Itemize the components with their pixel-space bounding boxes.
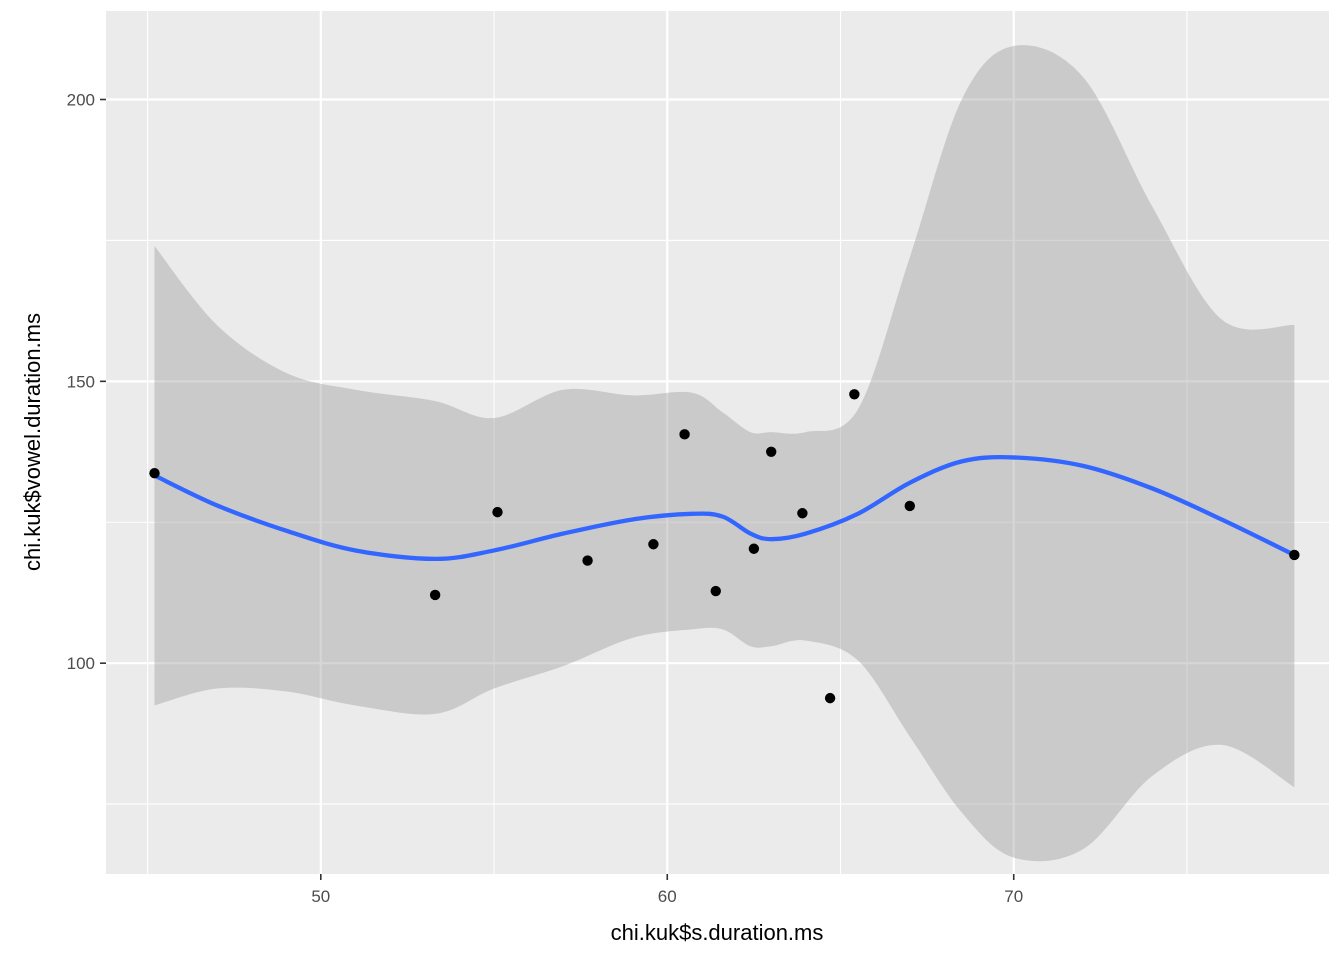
data-point-12 [904, 500, 915, 512]
x-axis: 50 60 70 [311, 874, 1023, 906]
x-tick-label-2: 70 [1004, 887, 1023, 906]
data-point-7 [748, 543, 760, 554]
x-tick-label-1: 60 [658, 887, 677, 906]
data-point-3 [582, 555, 593, 566]
grid-major [106, 11, 1329, 874]
data-point-2 [492, 506, 503, 518]
x-axis-title: chi.kuk$s.duration.ms [611, 920, 824, 945]
data-point-0 [149, 468, 160, 479]
plot-panel [106, 11, 1329, 874]
data-point-11 [849, 389, 860, 400]
y-axis: 100 150 200 [67, 90, 106, 673]
y-tick-label-2: 200 [67, 90, 95, 109]
y-tick-label-0: 100 [67, 654, 95, 673]
confidence-band [154, 45, 1295, 862]
data-point-5 [679, 429, 690, 440]
y-axis-title: chi.kuk$vowel.duration.ms [20, 313, 45, 571]
data-point-6 [710, 585, 721, 597]
data-point-4 [648, 539, 659, 550]
data-point-9 [797, 508, 808, 519]
y-tick-label-1: 150 [67, 372, 95, 391]
x-tick-label-0: 50 [311, 887, 330, 906]
data-point-13 [1289, 549, 1300, 561]
data-point-1 [429, 589, 441, 601]
data-point-8 [766, 446, 777, 458]
data-points [149, 389, 1300, 704]
smooth-line [152, 454, 1297, 562]
data-point-10 [824, 692, 836, 704]
grid-minor [106, 11, 1329, 874]
